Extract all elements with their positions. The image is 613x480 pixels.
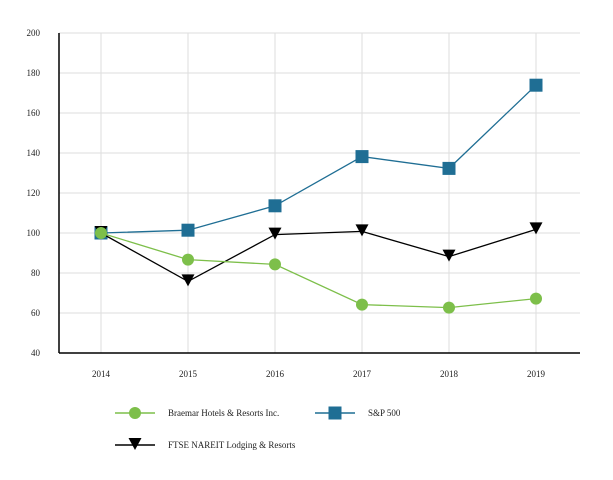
square-marker	[181, 223, 195, 237]
y-tick-label: 140	[27, 148, 41, 158]
circle-marker	[530, 292, 542, 305]
series-square	[94, 78, 543, 240]
square-marker	[442, 161, 456, 175]
square-marker	[529, 78, 543, 92]
y-tick-label: 200	[27, 28, 41, 38]
series-line	[100, 228, 537, 283]
triangle-down-marker	[181, 274, 195, 287]
x-tick-label: 2016	[266, 369, 285, 379]
y-tick-label: 120	[27, 188, 41, 198]
legend-label: S&P 500	[368, 408, 401, 418]
legend-item: S&P 500	[315, 406, 401, 420]
x-tick-label: 2017	[353, 369, 372, 379]
triangle-down-marker	[268, 227, 282, 240]
circle-marker	[95, 227, 107, 239]
circle-marker	[269, 258, 281, 271]
series-triangle-down	[94, 222, 543, 287]
circle-marker	[129, 407, 141, 419]
series-circle	[95, 227, 542, 314]
legend-item: Braemar Hotels & Resorts Inc.	[115, 407, 279, 419]
square-marker	[328, 406, 342, 420]
triangle-down-marker	[442, 249, 456, 262]
triangle-down-marker	[529, 222, 543, 235]
circle-marker	[182, 253, 194, 266]
legend-label: FTSE NAREIT Lodging & Resorts	[168, 440, 296, 450]
series-line	[100, 232, 537, 309]
y-tick-label: 180	[27, 68, 41, 78]
x-tick-label: 2014	[92, 369, 111, 379]
y-tick-label: 40	[31, 348, 41, 358]
x-tick-label: 2015	[179, 369, 198, 379]
circle-marker	[443, 301, 455, 314]
series-line	[100, 84, 537, 234]
triangle-down-marker	[355, 224, 369, 237]
x-tick-label: 2019	[527, 369, 546, 379]
y-tick-label: 160	[27, 108, 41, 118]
square-marker	[355, 150, 369, 164]
x-tick-label: 2018	[440, 369, 459, 379]
legend-label: Braemar Hotels & Resorts Inc.	[168, 408, 279, 418]
square-marker	[268, 199, 282, 213]
y-tick-label: 100	[27, 228, 41, 238]
circle-marker	[356, 298, 368, 311]
legend-item: FTSE NAREIT Lodging & Resorts	[115, 438, 296, 450]
y-tick-label: 60	[31, 308, 41, 318]
triangle-down-marker	[128, 438, 142, 450]
y-tick-label: 80	[31, 268, 41, 278]
